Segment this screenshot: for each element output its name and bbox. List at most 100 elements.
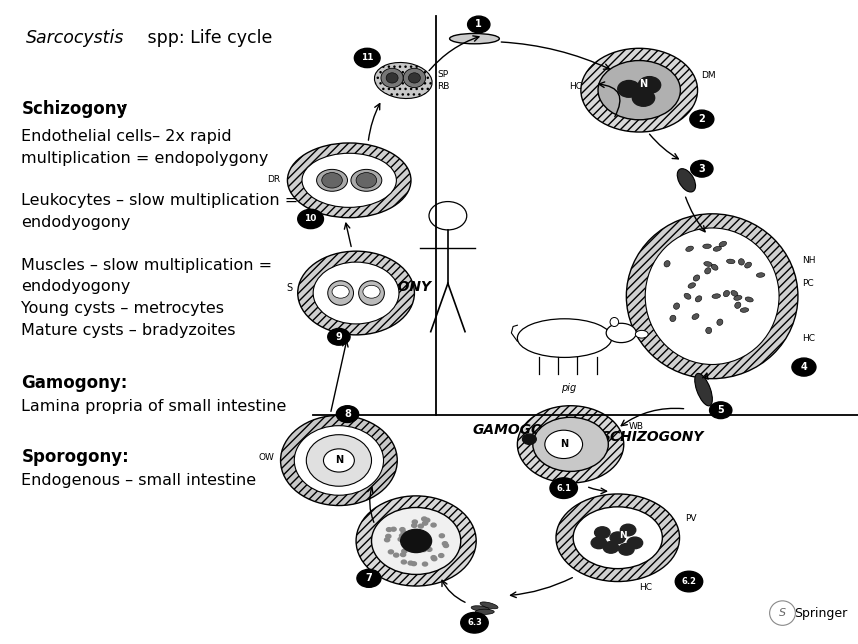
Circle shape: [400, 527, 405, 531]
Circle shape: [627, 537, 643, 549]
Circle shape: [332, 285, 349, 298]
Circle shape: [431, 523, 436, 527]
Ellipse shape: [734, 296, 742, 300]
Text: SPOROGONY: SPOROGONY: [332, 280, 432, 294]
Text: 4: 4: [801, 362, 807, 372]
Ellipse shape: [533, 417, 608, 471]
Ellipse shape: [719, 242, 727, 247]
Text: Sarcocystis: Sarcocystis: [26, 29, 124, 47]
Text: endodyogony: endodyogony: [21, 279, 130, 294]
Circle shape: [408, 543, 414, 547]
Text: endodyogony: endodyogony: [21, 215, 130, 230]
Circle shape: [406, 544, 411, 547]
Ellipse shape: [313, 262, 399, 324]
Text: PV: PV: [685, 514, 696, 523]
Text: DR: DR: [268, 175, 281, 184]
Ellipse shape: [692, 314, 699, 319]
Text: N: N: [639, 79, 648, 89]
Circle shape: [402, 531, 407, 535]
Ellipse shape: [475, 609, 494, 614]
Ellipse shape: [740, 308, 749, 312]
Ellipse shape: [727, 259, 735, 263]
Text: 6.1: 6.1: [556, 484, 571, 493]
Text: Young cysts – metrocytes: Young cysts – metrocytes: [21, 301, 225, 316]
Circle shape: [389, 550, 394, 554]
Ellipse shape: [704, 261, 712, 267]
Text: Mature cysts – bradyzoites: Mature cysts – bradyzoites: [21, 323, 236, 338]
Text: WB: WB: [629, 422, 644, 431]
Text: multiplication = endopolygony: multiplication = endopolygony: [21, 151, 269, 166]
Text: SP: SP: [438, 70, 449, 79]
Ellipse shape: [645, 228, 779, 365]
Circle shape: [619, 544, 634, 555]
Ellipse shape: [716, 319, 723, 325]
Ellipse shape: [598, 61, 680, 120]
Text: :: :: [120, 100, 126, 118]
Ellipse shape: [306, 435, 372, 486]
Ellipse shape: [281, 415, 397, 506]
Text: HC: HC: [639, 583, 652, 592]
Circle shape: [411, 562, 416, 565]
Ellipse shape: [712, 294, 721, 298]
Circle shape: [401, 553, 406, 556]
Circle shape: [443, 542, 448, 545]
Ellipse shape: [684, 293, 691, 299]
Text: RB: RB: [438, 82, 450, 91]
Ellipse shape: [450, 33, 499, 44]
Ellipse shape: [381, 68, 403, 88]
Ellipse shape: [674, 303, 680, 309]
Text: DM: DM: [701, 71, 716, 80]
Text: N: N: [335, 455, 343, 466]
Circle shape: [406, 535, 411, 538]
Circle shape: [356, 173, 377, 188]
Ellipse shape: [745, 262, 752, 268]
Circle shape: [354, 48, 380, 68]
Ellipse shape: [704, 268, 711, 274]
Text: PC: PC: [802, 279, 814, 288]
Ellipse shape: [677, 169, 696, 192]
Ellipse shape: [739, 259, 745, 265]
Ellipse shape: [298, 251, 414, 335]
Ellipse shape: [695, 296, 702, 302]
Text: 10: 10: [305, 214, 317, 223]
Circle shape: [391, 527, 396, 531]
Circle shape: [792, 358, 816, 376]
Circle shape: [523, 434, 536, 444]
Ellipse shape: [610, 317, 619, 327]
Circle shape: [419, 524, 424, 528]
Ellipse shape: [359, 281, 384, 305]
Circle shape: [638, 77, 661, 93]
Circle shape: [591, 537, 607, 549]
Ellipse shape: [581, 48, 698, 132]
Text: pig: pig: [561, 383, 577, 393]
Ellipse shape: [693, 275, 700, 281]
Circle shape: [618, 80, 640, 97]
Circle shape: [394, 553, 399, 557]
Circle shape: [439, 534, 444, 538]
Circle shape: [398, 537, 403, 541]
Ellipse shape: [471, 606, 490, 611]
Circle shape: [438, 554, 444, 558]
Ellipse shape: [695, 374, 712, 406]
Ellipse shape: [713, 247, 722, 251]
Ellipse shape: [294, 426, 384, 495]
Circle shape: [426, 547, 432, 551]
Text: Endogenous – small intestine: Endogenous – small intestine: [21, 473, 257, 488]
Circle shape: [468, 16, 490, 33]
Text: HC: HC: [570, 82, 583, 91]
Ellipse shape: [635, 330, 649, 338]
Ellipse shape: [686, 246, 693, 251]
Circle shape: [620, 524, 636, 536]
Circle shape: [402, 549, 407, 553]
Ellipse shape: [328, 281, 353, 305]
Ellipse shape: [734, 302, 740, 308]
Circle shape: [422, 562, 427, 566]
Circle shape: [545, 430, 583, 459]
Circle shape: [336, 406, 359, 422]
Circle shape: [690, 110, 714, 128]
Circle shape: [401, 529, 432, 553]
Ellipse shape: [356, 496, 476, 586]
Text: GAMOGONY: GAMOGONY: [473, 423, 565, 437]
Circle shape: [632, 90, 655, 106]
Circle shape: [411, 545, 416, 549]
